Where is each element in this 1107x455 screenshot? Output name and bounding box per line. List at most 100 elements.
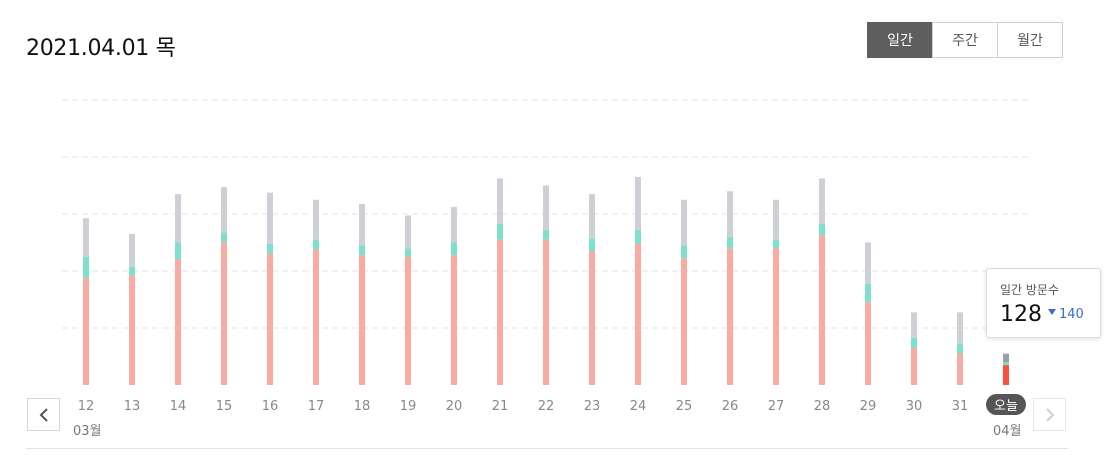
bar-segment-25-s0[interactable]	[681, 258, 687, 385]
x-tick-label: 22	[538, 399, 555, 414]
x-tick-label: 17	[308, 399, 325, 414]
bar-segment-20-s0[interactable]	[451, 255, 457, 385]
bar-segment-27-s2[interactable]	[773, 199, 779, 240]
bar-segment-21-s2[interactable]	[497, 178, 503, 224]
bar-segment-23-s1[interactable]	[589, 238, 595, 252]
bar-segment-19-s0[interactable]	[405, 256, 411, 385]
bar-segment-23-s0[interactable]	[589, 251, 595, 385]
bar-segment-20-s1[interactable]	[451, 242, 457, 256]
bar-segment-13-s1[interactable]	[129, 266, 135, 276]
bar-segment-26-s2[interactable]	[727, 191, 733, 237]
x-tick-label: 18	[354, 399, 371, 414]
bar-segment-18-s1[interactable]	[359, 245, 365, 256]
x-tick-label: 23	[584, 399, 601, 414]
bar-segment-14-s1[interactable]	[175, 242, 181, 260]
bar-segment-24-s0[interactable]	[635, 243, 641, 385]
bar-segment-26-s1[interactable]	[727, 236, 733, 249]
chevron-right-icon	[1045, 407, 1054, 422]
bar-segment-25-s2[interactable]	[681, 199, 687, 246]
bar-segment-17-s1[interactable]	[313, 239, 319, 250]
x-tick-label: 12	[78, 399, 95, 414]
bar-segment-15-s1[interactable]	[221, 232, 227, 243]
bar-segment-16-s2[interactable]	[267, 192, 273, 244]
bar-segment-19-s1[interactable]	[405, 248, 411, 257]
bar-segment-25-s1[interactable]	[681, 245, 687, 259]
x-tick-label: 20	[446, 399, 463, 414]
down-triangle-icon	[1048, 308, 1056, 315]
month-label-end: 04월	[993, 424, 1022, 439]
bar-segment-29-s0[interactable]	[865, 302, 871, 385]
x-tick-label: 26	[722, 399, 739, 414]
x-tick-label: 15	[216, 399, 233, 414]
x-tick-label: 19	[400, 399, 417, 414]
x-tick-label: 31	[952, 399, 969, 414]
bar-segment-30-s2[interactable]	[911, 312, 917, 338]
bar-segment-16-s0[interactable]	[267, 253, 273, 385]
bar-segment-14-s0[interactable]	[175, 259, 181, 385]
bar-segment-18-s2[interactable]	[359, 204, 365, 246]
bar-segment-13-s2[interactable]	[129, 233, 135, 267]
next-button[interactable]	[1033, 398, 1066, 431]
chevron-left-icon	[39, 407, 48, 422]
x-tick-label: 14	[170, 399, 187, 414]
bar-segment-19-s2[interactable]	[405, 215, 411, 249]
x-tick-label: 24	[630, 399, 647, 414]
x-tick-label: 21	[492, 399, 509, 414]
bar-segment-13-s0[interactable]	[129, 275, 135, 385]
x-tick-label: 13	[124, 399, 141, 414]
bar-segment-27-s1[interactable]	[773, 239, 779, 249]
bar-segment-22-s1[interactable]	[543, 229, 549, 240]
bar-segment-30-s1[interactable]	[911, 337, 917, 348]
tooltip-value: 128	[1000, 302, 1042, 327]
bar-segment-18-s0[interactable]	[359, 255, 365, 385]
x-tick-label: 27	[768, 399, 785, 414]
bar-segment-28-s0[interactable]	[819, 235, 825, 385]
bar-segment-28-s2[interactable]	[819, 178, 825, 224]
bar-segment-28-s1[interactable]	[819, 223, 825, 236]
bar-segment-12-s1[interactable]	[83, 256, 89, 279]
bar-segment-15-s0[interactable]	[221, 242, 227, 386]
tooltip-change-value: 140	[1059, 307, 1084, 322]
bar-segment-30-s0[interactable]	[911, 347, 917, 385]
bar-segment-17-s0[interactable]	[313, 249, 319, 385]
bar-segment-31-s0[interactable]	[957, 353, 963, 385]
bar-segment-15-s2[interactable]	[221, 186, 227, 233]
x-tick-label: 25	[676, 399, 693, 414]
prev-button[interactable]	[27, 398, 60, 431]
bottom-divider	[26, 448, 1068, 449]
bar-segment-14-s2[interactable]	[175, 194, 181, 243]
bar-segment-오늘-s1[interactable]	[1003, 362, 1009, 366]
bar-segment-16-s1[interactable]	[267, 243, 273, 254]
bar-segment-21-s0[interactable]	[497, 239, 503, 385]
bar-segment-31-s2[interactable]	[957, 312, 963, 344]
bar-segment-오늘-s0[interactable]	[1003, 365, 1009, 385]
bar-segment-20-s2[interactable]	[451, 206, 457, 243]
tab-monthly[interactable]: 월간	[997, 22, 1063, 58]
bar-segment-29-s2[interactable]	[865, 242, 871, 284]
bar-segment-17-s2[interactable]	[313, 199, 319, 240]
bar-segment-27-s0[interactable]	[773, 248, 779, 385]
bar-segment-22-s0[interactable]	[543, 239, 549, 385]
x-tick-label: 오늘	[994, 399, 1018, 414]
x-tick-label: 16	[262, 399, 279, 414]
bar-segment-29-s1[interactable]	[865, 283, 871, 303]
today-badge	[986, 394, 1026, 415]
bar-segment-22-s2[interactable]	[543, 185, 549, 230]
bar-segment-12-s2[interactable]	[83, 218, 89, 257]
bar-segment-31-s1[interactable]	[957, 343, 963, 354]
bar-segment-24-s2[interactable]	[635, 176, 641, 230]
visit-tooltip: 일간 방문수 128 140	[986, 268, 1101, 338]
bar-segment-12-s0[interactable]	[83, 278, 89, 385]
bar-segment-오늘-s2[interactable]	[1003, 353, 1009, 363]
tooltip-label: 일간 방문수	[1000, 283, 1060, 297]
x-tick-label: 28	[814, 399, 831, 414]
tab-daily[interactable]: 일간	[867, 22, 933, 58]
x-tick-label: 30	[906, 399, 923, 414]
bar-segment-21-s1[interactable]	[497, 223, 503, 240]
period-tabs: 일간 주간 월간	[867, 22, 1063, 58]
bar-segment-23-s2[interactable]	[589, 194, 595, 239]
bar-segment-26-s0[interactable]	[727, 248, 733, 385]
bar-segment-24-s1[interactable]	[635, 229, 641, 244]
date-title: 2021.04.01 목	[26, 36, 176, 61]
